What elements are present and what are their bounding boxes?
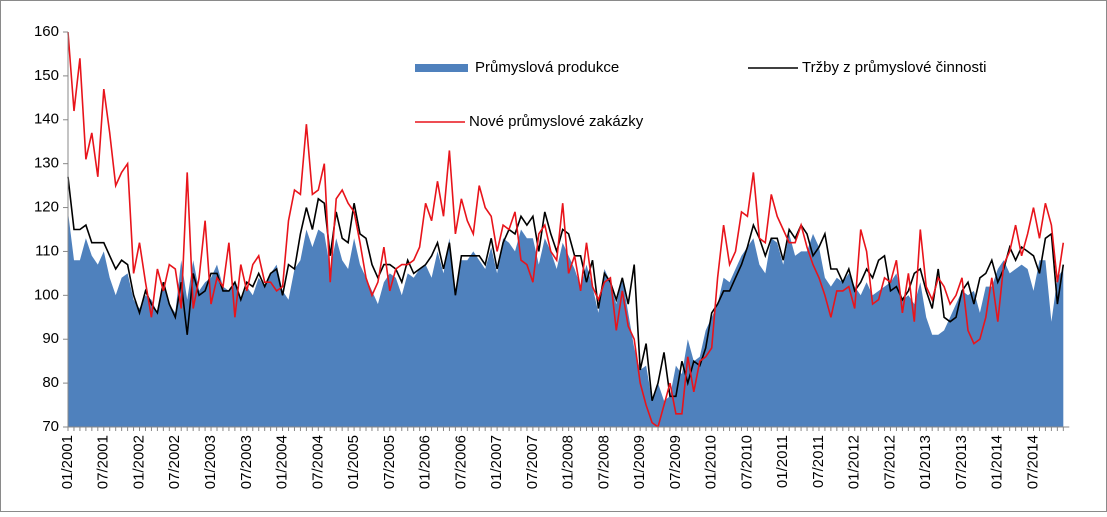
area: [68, 211, 1064, 427]
x-tick-label: 07/2003: [238, 435, 255, 489]
y-tick-label: 160: [34, 23, 59, 40]
x-tick-label: 01/2007: [488, 435, 505, 489]
x-tick-label: 01/2005: [345, 435, 362, 489]
x-tick-label: 07/2006: [452, 435, 469, 489]
x-tick-label: 01/2010: [703, 435, 720, 489]
x-tick-label: 01/2004: [274, 435, 291, 489]
x-tick-label: 01/2014: [989, 435, 1006, 489]
x-tick-label: 07/2014: [1024, 435, 1041, 489]
x-tick-label: 07/2013: [953, 435, 970, 489]
legend-label: Průmyslová produkce: [475, 59, 619, 76]
line: [67, 31, 1065, 429]
x-tick-label: 01/2003: [202, 435, 219, 489]
legend-swatch: [415, 64, 468, 72]
y-tick-label: 100: [34, 286, 59, 303]
y-tick-label: 80: [42, 374, 59, 391]
x-tick-label: 07/2004: [309, 435, 326, 489]
x-tick-label: 01/2011: [774, 435, 791, 488]
x-tick-label: 07/2007: [524, 435, 541, 489]
x-tick-label: 01/2001: [59, 435, 76, 489]
y-tick-label: 110: [35, 242, 59, 259]
x-tick-label: 07/2002: [166, 435, 183, 489]
x-tick-label: 01/2006: [417, 435, 434, 489]
x-tick-label: 07/2012: [881, 435, 898, 489]
x-tick-label: 07/2008: [595, 435, 612, 489]
y-tick-label: 120: [34, 199, 59, 216]
x-tick-label: 01/2008: [560, 435, 577, 489]
x-tick-label: 01/2009: [631, 435, 648, 489]
x-tick-label: 07/2001: [95, 435, 112, 489]
x-tick-label: 07/2011: [810, 435, 827, 488]
y-tick-label: 70: [42, 418, 59, 435]
x-tick-label: 07/2010: [738, 435, 755, 489]
legend-label: Nové průmyslové zakázky: [469, 113, 644, 130]
x-tick-label: 01/2002: [130, 435, 147, 489]
y-tick-label: 90: [42, 330, 59, 347]
x-tick-label: 01/2013: [917, 435, 934, 489]
legend-label: Tržby z průmyslové činnosti: [802, 59, 987, 76]
y-tick-label: 130: [34, 155, 59, 172]
x-tick-label: 07/2005: [381, 435, 398, 489]
x-tick-label: 01/2012: [846, 435, 863, 489]
x-tick-label: 07/2009: [667, 435, 684, 489]
y-tick-label: 140: [34, 111, 59, 128]
y-tick-label: 150: [34, 67, 59, 84]
